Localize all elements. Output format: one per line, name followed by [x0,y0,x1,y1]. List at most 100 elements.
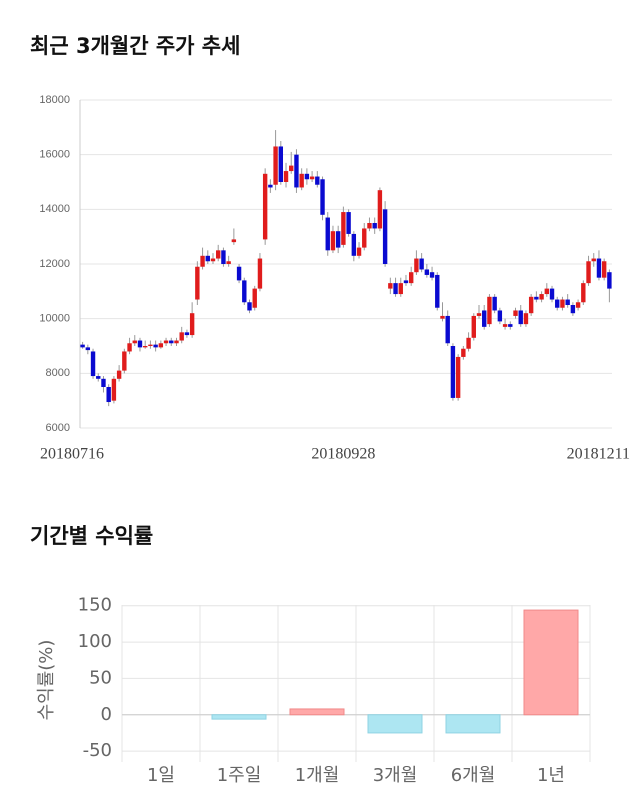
candle-body [445,315,450,344]
candle-body [450,346,456,398]
candle-body [356,247,362,256]
candle-body [304,173,310,180]
x-tick-label: 20180716 [40,446,104,463]
candle-body [132,340,137,344]
candle-body [502,324,508,327]
candle-body [508,324,513,327]
y-tick-label: 14000 [39,203,70,215]
candle-body [351,233,357,256]
candle-body [158,343,164,348]
candle-body [367,223,372,229]
candle-body [106,387,111,403]
candle-body [476,313,482,316]
candle-body [570,305,576,314]
candle-body [440,315,445,319]
candle-body [601,261,607,278]
candle-body [518,310,523,325]
y-tick-label: 16000 [39,149,70,161]
candle-body [471,315,476,338]
candle-body [179,332,184,341]
candle-body [388,283,393,289]
candle-body [189,313,195,336]
candle-body [549,288,555,300]
candle-body [174,340,179,344]
y-tick-label: 0 [101,704,112,725]
y-axis-label: 수익률(%) [36,640,57,721]
candle-body [163,340,169,344]
candle-body [414,258,419,273]
candle-body [492,296,497,311]
candle-body [116,370,122,379]
candle-body [221,250,226,264]
candle-body [96,376,101,379]
candle-body [90,351,96,377]
candle-body [528,296,534,314]
y-tick-label: 100 [78,631,112,652]
x-tick-label: 1년 [537,765,565,786]
candle-body [195,266,200,300]
candle-body [377,190,383,229]
candle-body [236,266,242,281]
candle-body [544,288,550,295]
candle-body [142,346,148,348]
candle-body [575,302,581,308]
candle-body [382,209,388,264]
candle-body [325,217,330,251]
candle-body [539,294,544,300]
y-tick-label: 150 [78,595,112,616]
bar [445,714,501,734]
candle-body [252,288,257,308]
x-tick-label: 6개월 [451,765,496,786]
y-tick-label: 6000 [46,422,70,434]
candle-body [309,176,315,180]
y-tick-label: 18000 [39,94,70,106]
candle-body [455,356,461,398]
bar [211,714,267,720]
candle-body [289,165,294,172]
candle-body [362,228,367,248]
bar-chart: -50 0 50 100 150 수익률(%) 1일 1주일 1개월 3개월 6개월 1년 [36,595,591,786]
candle-body [137,340,143,348]
y-tick-label: 10000 [39,313,70,325]
candle-body [205,255,210,262]
candle-body [398,283,403,295]
candle-body [372,223,377,229]
candle-body [607,272,612,289]
candle-body [242,280,247,303]
y-tick-label: 50 [89,667,112,688]
candle-body [153,344,158,348]
bar [289,708,345,716]
candle-body [487,296,492,325]
candle-body [435,274,440,308]
candle-body [247,302,252,311]
candle-body [216,250,221,259]
candle-body [210,258,216,262]
candle-body [268,184,273,188]
candle-body [534,296,539,300]
candle-body [257,258,263,289]
candle-body [231,239,237,243]
candle-body [341,212,346,245]
candle-body [429,272,435,278]
candle-body [127,343,132,352]
candle-body [497,310,503,322]
x-tick-label: 1주일 [217,765,262,786]
candle-body [294,154,299,188]
candle-body [335,231,341,248]
candle-body [226,261,231,264]
candle-body [560,299,565,308]
candle-body [393,283,398,295]
candle-body [299,173,304,188]
candle-body [581,283,586,303]
candle-body [555,299,560,308]
candle-body [320,179,325,215]
candle-body [315,176,320,185]
y-tick-label: -50 [83,740,112,761]
x-tick-label: 1일 [147,765,175,786]
candle-body [184,332,190,336]
candle-body [346,212,351,234]
candle-body [330,231,336,251]
candle-body [523,313,529,325]
candle-body [273,146,278,185]
